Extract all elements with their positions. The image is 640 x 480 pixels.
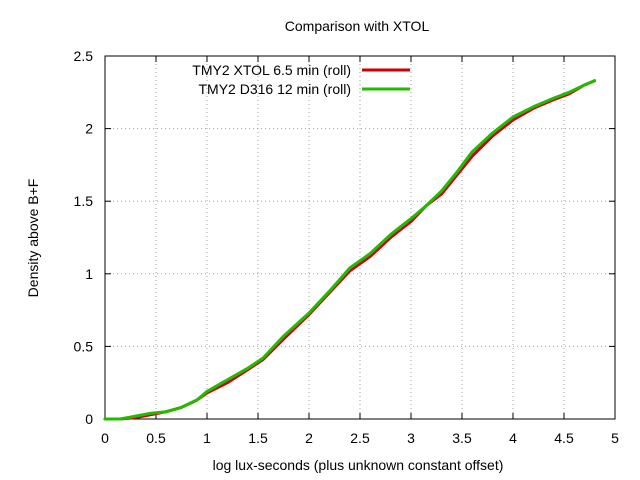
x-tick-label: 1 (203, 430, 211, 446)
x-tick-label: 4 (509, 430, 517, 446)
x-tick-label: 2.5 (350, 430, 370, 446)
grid (105, 56, 615, 419)
x-tick-label: 3 (407, 430, 415, 446)
x-tick-label: 0.5 (146, 430, 166, 446)
legend: TMY2 XTOL 6.5 min (roll) TMY2 D316 12 min… (192, 62, 410, 97)
x-axis-label: log lux-seconds (plus unknown constant o… (213, 457, 504, 473)
y-tick-label: 1.5 (74, 193, 94, 209)
y-tick-label: 0 (85, 411, 93, 427)
x-tick-label: 0 (101, 430, 109, 446)
x-tick-label: 4.5 (554, 430, 574, 446)
chart-title: Comparison with XTOL (285, 18, 430, 34)
axis-ticks: 0 0.5 1 1.5 2 2.5 3 3.5 4 4.5 5 0 0.5 1 1.5 2 2.5 (74, 48, 620, 446)
series-line-2 (103, 79, 597, 421)
y-axis-label: Density above B+F (25, 179, 41, 298)
y-tick-label: 2.5 (74, 48, 94, 64)
x-tick-label: 2 (305, 430, 313, 446)
series-line-1 (103, 79, 597, 421)
y-tick-label: 0.5 (74, 338, 94, 354)
series-group (103, 79, 597, 421)
y-tick-label: 1 (85, 266, 93, 282)
legend-label-2: TMY2 D316 12 min (roll) (199, 81, 352, 97)
x-tick-label: 3.5 (452, 430, 472, 446)
x-tick-label: 1.5 (248, 430, 268, 446)
y-tick-label: 2 (85, 121, 93, 137)
legend-label-1: TMY2 XTOL 6.5 min (roll) (192, 62, 351, 78)
x-tick-label: 5 (611, 430, 619, 446)
